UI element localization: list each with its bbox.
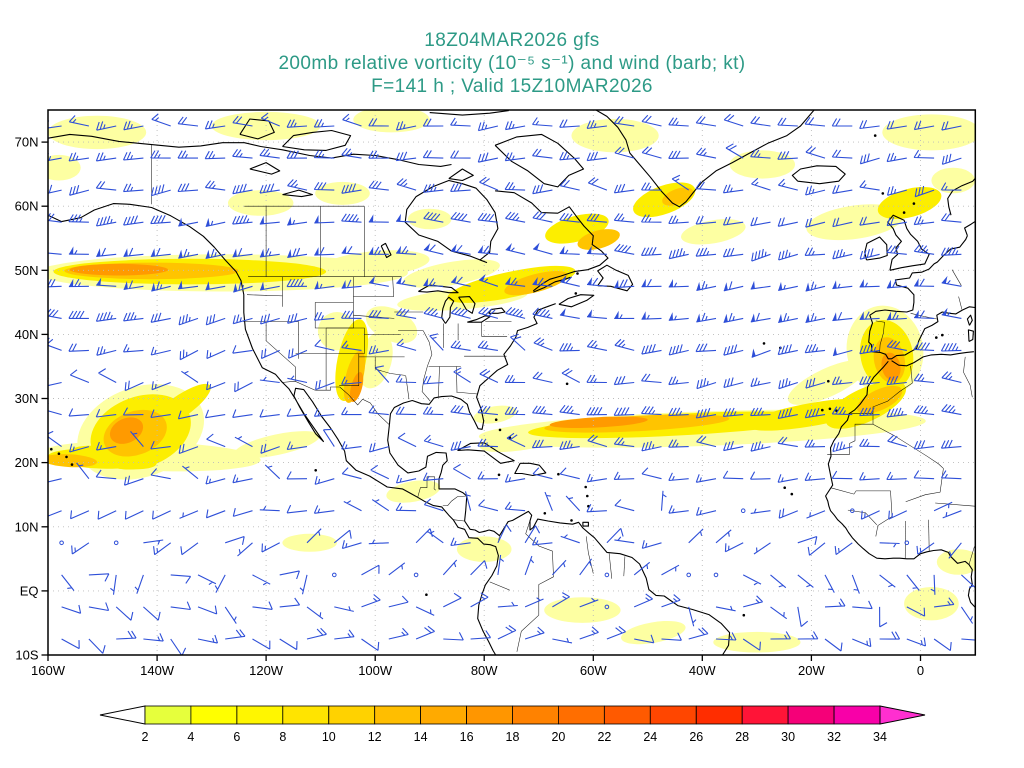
lat-axis: 70N 60N 50N 40N 30N 20N 10N EQ 10S <box>15 135 48 663</box>
svg-text:16: 16 <box>460 730 474 744</box>
svg-text:12: 12 <box>368 730 382 744</box>
svg-text:60W: 60W <box>580 663 607 678</box>
svg-text:28: 28 <box>735 730 749 744</box>
colorbar: 2 4 6 8 10 12 14 16 18 20 22 24 26 28 30 32 34 <box>99 705 926 744</box>
svg-text:40N: 40N <box>15 327 39 342</box>
wind-barbs <box>48 112 976 655</box>
svg-text:10N: 10N <box>15 519 39 534</box>
svg-text:80W: 80W <box>471 663 498 678</box>
svg-text:4: 4 <box>187 730 194 744</box>
lon-axis: 160W 140W 120W 100W 80W 60W 40W 20W 0 <box>31 655 924 678</box>
svg-text:160W: 160W <box>31 663 66 678</box>
svg-text:26: 26 <box>689 730 703 744</box>
svg-text:20N: 20N <box>15 455 39 470</box>
svg-text:100W: 100W <box>358 663 393 678</box>
latlon-grid <box>48 110 976 655</box>
svg-text:18: 18 <box>506 730 520 744</box>
svg-text:60N: 60N <box>15 199 39 214</box>
svg-text:2: 2 <box>142 730 149 744</box>
svg-text:8: 8 <box>279 730 286 744</box>
title-run-line: 18Z04MAR2026 gfs <box>424 30 600 51</box>
svg-text:6: 6 <box>233 730 240 744</box>
svg-text:10: 10 <box>322 730 336 744</box>
svg-text:120W: 120W <box>249 663 284 678</box>
svg-text:0: 0 <box>917 663 924 678</box>
svg-text:140W: 140W <box>140 663 175 678</box>
svg-text:10S: 10S <box>15 648 38 663</box>
svg-text:14: 14 <box>414 730 428 744</box>
title-field-line: 200mb relative vorticity (10⁻⁵ s⁻¹) and … <box>278 53 746 74</box>
svg-text:22: 22 <box>597 730 611 744</box>
svg-text:32: 32 <box>827 730 841 744</box>
svg-text:34: 34 <box>873 730 887 744</box>
svg-text:50N: 50N <box>15 263 39 278</box>
svg-text:40W: 40W <box>689 663 716 678</box>
colorbar-left-arrow <box>99 705 146 725</box>
map-frame <box>47 109 977 656</box>
title-valid-line: F=141 h ; Valid 15Z10MAR2026 <box>371 76 653 97</box>
svg-text:70N: 70N <box>15 135 39 150</box>
svg-text:30: 30 <box>781 730 795 744</box>
colorbar-right-arrow <box>879 705 926 725</box>
coastlines <box>48 110 976 655</box>
title-block: 18Z04MAR2026 gfs 200mb relative vorticit… <box>0 29 1024 98</box>
svg-text:24: 24 <box>643 730 657 744</box>
svg-text:20W: 20W <box>798 663 825 678</box>
political-borders <box>151 144 976 652</box>
svg-text:EQ: EQ <box>20 583 39 598</box>
svg-text:20: 20 <box>551 730 565 744</box>
svg-text:30N: 30N <box>15 391 39 406</box>
